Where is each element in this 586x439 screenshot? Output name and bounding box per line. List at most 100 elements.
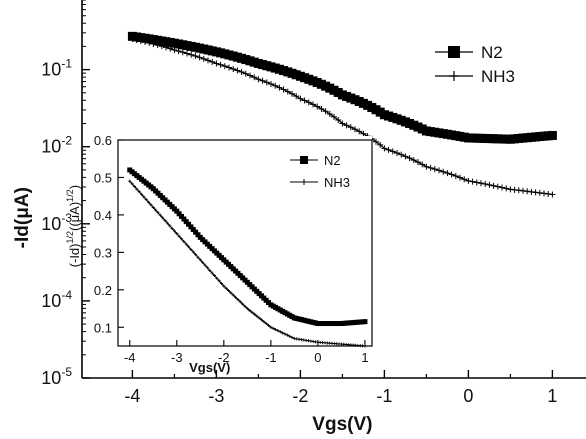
data-point <box>394 149 400 156</box>
inset-data-point <box>168 224 172 228</box>
series-n2 <box>127 31 557 144</box>
y-tick-label-exponent: -3 <box>61 211 72 225</box>
data-point <box>465 177 472 184</box>
inset-data-point <box>363 344 367 348</box>
inset-data-point <box>181 216 187 222</box>
data-point <box>339 120 346 127</box>
inset-x-tick-label: -3 <box>171 350 183 365</box>
inset-y-tick-label: 0.4 <box>94 208 112 223</box>
y-tick-label: 10-5 <box>41 365 72 388</box>
inset-data-point <box>172 229 177 233</box>
data-point <box>238 69 245 76</box>
inset-data-point <box>128 179 132 183</box>
data-point <box>410 157 417 164</box>
data-point <box>398 151 405 158</box>
data-point <box>415 159 421 166</box>
inset-x-tick-label: -1 <box>265 350 277 365</box>
inset-y-tick-label: 0.5 <box>94 170 112 185</box>
data-point <box>209 58 216 65</box>
data-point <box>541 190 547 197</box>
data-point <box>335 117 342 124</box>
inset-legend-item-nh3: NH3 <box>290 175 350 190</box>
x-tick-label: -3 <box>208 386 224 406</box>
data-point <box>448 171 455 178</box>
data-point <box>137 37 144 44</box>
inset-data-point <box>264 321 268 326</box>
inset-x-tick-label: -2 <box>218 350 230 365</box>
data-point <box>205 57 211 64</box>
inset-data-point <box>236 297 240 302</box>
inset-data-point <box>224 286 228 290</box>
inset-data-point <box>222 284 226 288</box>
inset-data-point <box>210 271 214 275</box>
data-point <box>255 76 262 83</box>
inset-data-point <box>231 293 235 297</box>
inset-data-point <box>243 304 247 308</box>
y-tick-label: 10-2 <box>41 134 72 157</box>
data-point <box>326 110 333 117</box>
inset-data-point <box>255 314 259 318</box>
inset-data-point <box>176 211 182 217</box>
data-point <box>322 108 329 115</box>
inset-x-tick-label: -4 <box>124 350 136 365</box>
inset-data-point <box>189 247 193 251</box>
inset-data-point <box>205 266 209 270</box>
inset-data-point <box>186 245 191 249</box>
inset-data-point <box>156 211 160 215</box>
inset-data-point <box>252 312 257 316</box>
inset-y-tick-label: 0.2 <box>94 283 112 298</box>
inset-data-point <box>186 221 192 227</box>
data-point <box>549 191 556 198</box>
inset-data-point <box>248 308 252 313</box>
data-point <box>457 174 463 181</box>
inset-data-point <box>194 253 198 257</box>
data-point <box>347 124 354 131</box>
inset-y-tick-label: 0.1 <box>94 320 112 335</box>
data-point <box>192 53 199 60</box>
inset-data-point <box>184 242 188 246</box>
inset-data-point <box>208 268 212 272</box>
data-point <box>146 39 153 46</box>
y-axis-title: -Id(μA) <box>12 187 33 248</box>
inset-legend-marker <box>300 156 308 164</box>
y-tick-label-exponent: -4 <box>61 288 72 302</box>
inset-data-point <box>288 334 292 338</box>
data-point <box>436 167 442 174</box>
y-tick-label-exponent: -2 <box>61 134 72 148</box>
data-point <box>318 105 325 112</box>
inset-data-point <box>241 302 245 306</box>
inset-data-point <box>179 237 184 241</box>
data-point <box>289 90 295 97</box>
data-point <box>473 179 480 186</box>
data-point <box>163 44 169 51</box>
inset-data-point <box>177 234 181 238</box>
data-point <box>461 176 468 183</box>
inset-data-point <box>132 184 137 189</box>
data-point <box>184 50 190 57</box>
data-point <box>150 40 157 47</box>
data-point <box>314 103 321 110</box>
data-point <box>482 181 489 188</box>
x-axis-title: Vgs(V) <box>312 414 372 435</box>
inset-data-point <box>183 219 189 225</box>
data-point <box>293 93 300 100</box>
inset-data-point <box>142 195 146 199</box>
x-tick-label: -4 <box>124 386 140 406</box>
main-chart: -4 -3 -2 -1 0 110-510-410-310-210-1Vgs(V)-Id(… <box>12 0 586 435</box>
data-point <box>440 168 447 175</box>
inset-data-point <box>161 216 165 220</box>
inset-data-point <box>182 239 186 244</box>
data-point <box>352 126 358 133</box>
data-point <box>200 55 207 62</box>
data-point <box>129 35 136 42</box>
inset-data-point <box>271 326 275 330</box>
data-point <box>444 170 451 177</box>
data-point <box>226 64 232 71</box>
inset-data-point <box>175 232 179 236</box>
inset-data-point <box>193 229 199 235</box>
inset-data-point <box>195 232 201 238</box>
data-point <box>427 164 434 171</box>
data-point <box>532 189 539 196</box>
data-point <box>381 145 388 152</box>
y-tick-label: 10-3 <box>41 211 72 234</box>
